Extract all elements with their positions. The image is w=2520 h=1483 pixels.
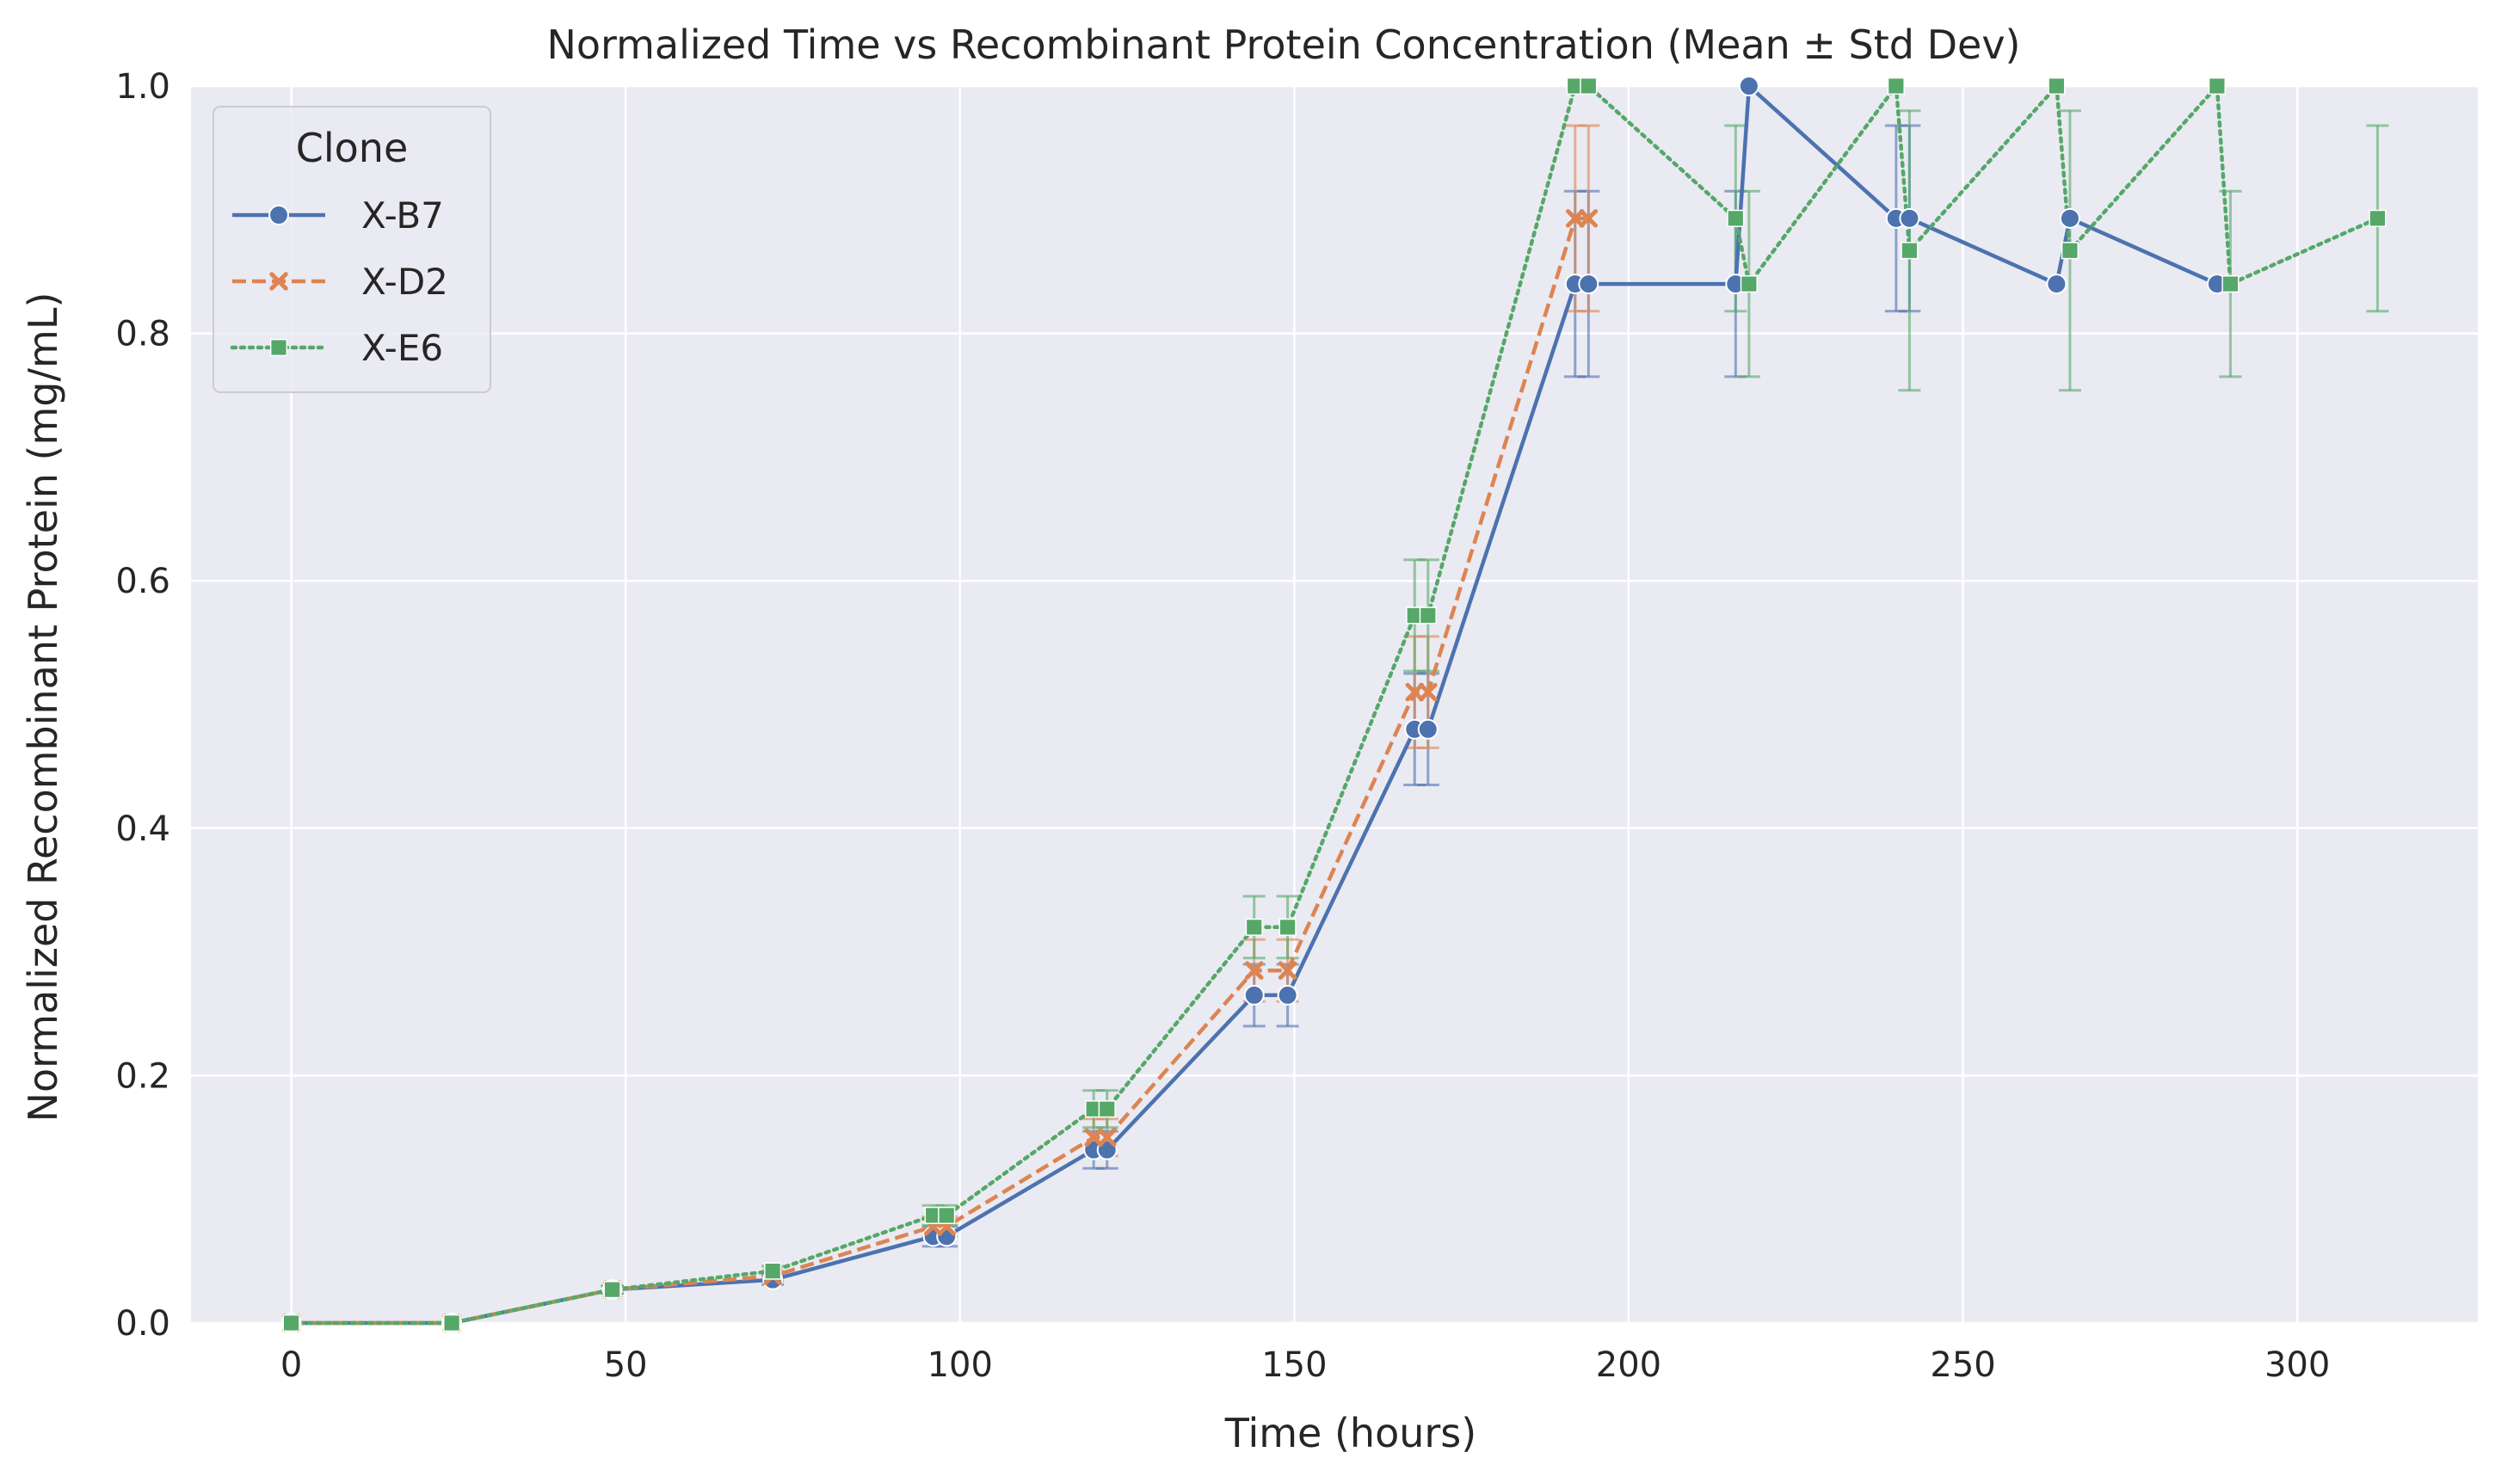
data-point bbox=[1899, 207, 1920, 229]
y-tick-label: 0.8 bbox=[115, 315, 170, 354]
data-point bbox=[936, 1226, 958, 1247]
y-tick-label: 0.0 bbox=[115, 1304, 170, 1344]
legend-label: X-D2 bbox=[361, 261, 448, 303]
data-point bbox=[1084, 1128, 1103, 1148]
data-point bbox=[2046, 274, 2067, 295]
x-tick-label: 200 bbox=[1596, 1345, 1661, 1385]
legend-item: X-E6 bbox=[230, 327, 443, 369]
legend-label: X-B7 bbox=[361, 194, 444, 237]
data-point bbox=[1244, 961, 1264, 980]
y-tick-label: 0.6 bbox=[115, 562, 170, 601]
data-point bbox=[764, 1262, 782, 1280]
data-point bbox=[603, 1281, 621, 1299]
chart-title: Normalized Time vs Recombinant Protein C… bbox=[547, 22, 2021, 68]
data-point bbox=[1887, 77, 1905, 95]
data-point bbox=[2059, 207, 2080, 229]
data-point bbox=[2369, 209, 2387, 227]
data-point bbox=[938, 1206, 956, 1224]
legend-marker bbox=[269, 338, 288, 357]
legend-box bbox=[213, 106, 491, 393]
data-point bbox=[1579, 209, 1599, 228]
data-point bbox=[1417, 718, 1439, 740]
data-point bbox=[1243, 984, 1265, 1006]
data-point bbox=[1419, 606, 1437, 625]
data-point bbox=[1277, 984, 1298, 1006]
x-tick-label: 0 bbox=[280, 1345, 302, 1385]
x-axis-label: Time (hours) bbox=[1224, 1410, 1476, 1456]
plot-area bbox=[191, 86, 2478, 1323]
data-point bbox=[1566, 209, 1585, 228]
data-point bbox=[2221, 274, 2240, 293]
y-axis: 0.0 0.2 0.4 0.6 0.8 1.0 bbox=[115, 67, 170, 1344]
x-tick-label: 50 bbox=[604, 1345, 648, 1385]
data-point bbox=[1419, 682, 1438, 702]
data-point bbox=[1738, 76, 1759, 96]
legend-marker bbox=[269, 272, 288, 291]
data-point bbox=[1580, 77, 1598, 95]
data-point bbox=[1578, 274, 1599, 295]
data-point bbox=[2048, 77, 2066, 95]
data-point bbox=[1405, 682, 1425, 702]
x-axis: 0 50 100 150 200 250 300 bbox=[280, 1345, 2330, 1385]
legend-label: X-E6 bbox=[361, 327, 443, 369]
data-point bbox=[1098, 1100, 1116, 1118]
x-tick-label: 100 bbox=[927, 1345, 993, 1385]
legend: Clone X-B7 X-D2 X-E6 bbox=[213, 106, 491, 393]
legend-title: Clone bbox=[296, 125, 409, 171]
y-tick-label: 0.4 bbox=[115, 809, 170, 849]
x-tick-label: 250 bbox=[1930, 1345, 1995, 1385]
data-point bbox=[443, 1314, 461, 1332]
data-point bbox=[282, 1314, 300, 1332]
legend-item: X-B7 bbox=[232, 194, 444, 237]
data-point bbox=[1278, 961, 1297, 980]
data-point bbox=[2061, 242, 2079, 260]
legend-item: X-D2 bbox=[232, 261, 448, 303]
legend-marker bbox=[268, 205, 289, 225]
data-point bbox=[1727, 209, 1745, 227]
grid bbox=[191, 84, 2478, 1325]
data-point bbox=[1245, 918, 1263, 936]
data-point bbox=[2208, 77, 2226, 95]
data-point bbox=[1740, 274, 1758, 293]
data-point bbox=[1098, 1128, 1117, 1148]
y-axis-label: Normalized Recombinant Protein (mg/mL) bbox=[20, 292, 66, 1123]
x-tick-label: 300 bbox=[2264, 1345, 2330, 1385]
data-point bbox=[1278, 918, 1297, 936]
x-tick-label: 150 bbox=[1261, 1345, 1327, 1385]
series-markers bbox=[280, 76, 2387, 1333]
data-point bbox=[1901, 242, 1919, 260]
y-tick-label: 0.2 bbox=[115, 1056, 170, 1096]
y-tick-label: 1.0 bbox=[115, 67, 170, 107]
